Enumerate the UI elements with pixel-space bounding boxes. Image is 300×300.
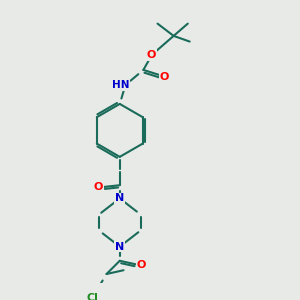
Text: N: N [115,194,124,203]
Text: O: O [137,260,146,270]
Text: O: O [160,71,169,82]
Text: O: O [93,182,103,192]
Text: N: N [115,242,124,252]
Text: HN: HN [112,80,130,90]
Text: Cl: Cl [86,292,98,300]
Text: O: O [146,50,156,60]
